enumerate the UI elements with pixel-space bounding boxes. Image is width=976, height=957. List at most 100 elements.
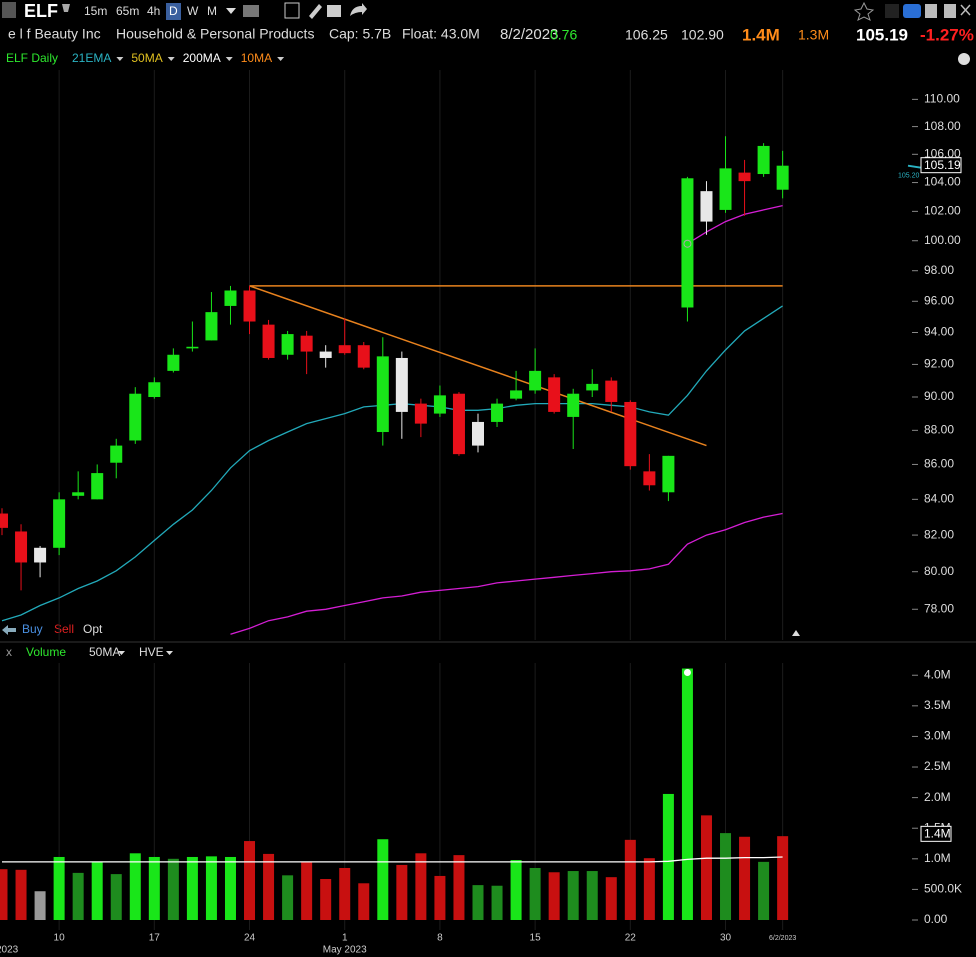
candle-body xyxy=(376,356,389,433)
volume-bar xyxy=(529,867,541,920)
y-tick-label: 96.00 xyxy=(924,293,954,307)
y-tick-label: 82.00 xyxy=(924,527,954,541)
y-tick-label: 4.0M xyxy=(924,667,951,681)
candle-body xyxy=(757,145,770,175)
palette-icon[interactable] xyxy=(958,53,970,65)
volume-bar xyxy=(72,872,84,920)
menu-icon[interactable] xyxy=(2,2,16,18)
timeframe[interactable]: M xyxy=(207,4,217,18)
y-tick-label: 500.0K xyxy=(924,882,962,896)
timeframe[interactable]: D xyxy=(169,4,178,18)
month-label: 2023 xyxy=(0,945,19,956)
sell-button[interactable]: Sell xyxy=(54,622,74,636)
volume-bar xyxy=(377,839,389,920)
volume-bar xyxy=(339,867,351,920)
candle-body xyxy=(319,351,332,358)
company: e l f Beauty Inc xyxy=(8,26,101,42)
dropdown[interactable] xyxy=(118,651,125,655)
industry: Household & Personal Products xyxy=(116,26,314,42)
indicator-line xyxy=(687,204,783,245)
icon[interactable] xyxy=(350,3,367,16)
indicator-legend[interactable]: 21EMA xyxy=(72,51,111,65)
indicator-legend[interactable]: 50MA xyxy=(131,51,162,65)
timeframe[interactable]: 4h xyxy=(147,4,160,18)
candle-body xyxy=(700,191,713,222)
candle-body xyxy=(53,499,66,548)
volume-title: Volume xyxy=(26,645,66,659)
price-pointer xyxy=(907,164,922,169)
small-price-label: 105.20 xyxy=(898,172,920,179)
y-tick-label: 1.0M xyxy=(924,851,951,865)
indicator[interactable]: 50MA xyxy=(89,645,120,659)
opt-button[interactable]: Opt xyxy=(83,622,103,636)
price-box xyxy=(920,157,962,174)
close-pane[interactable]: x xyxy=(6,645,12,659)
dropdown xyxy=(167,57,175,61)
volume-bar xyxy=(624,839,636,920)
chart-title: ELF Daily xyxy=(6,51,58,65)
x-tick-label: 10 xyxy=(54,933,66,944)
candle-body xyxy=(243,290,256,322)
volume-bar xyxy=(110,874,122,920)
y-tick-label: 104.00 xyxy=(924,175,961,189)
volume-box xyxy=(920,825,952,842)
date: 8/2/2023 xyxy=(500,26,558,43)
symbol[interactable]: ELF xyxy=(24,1,58,21)
float: Float: 43.0M xyxy=(402,26,480,42)
x-tick-label: 30 xyxy=(720,933,732,944)
volume-bar xyxy=(15,869,27,920)
y-tick-label: 84.00 xyxy=(924,492,954,506)
dropdown[interactable] xyxy=(166,651,173,655)
month-label: May 2023 xyxy=(323,945,367,956)
volume-bar xyxy=(53,856,65,920)
icon[interactable] xyxy=(925,4,937,18)
icon[interactable] xyxy=(243,5,259,17)
icon[interactable] xyxy=(327,5,341,17)
volume-bar xyxy=(244,841,256,920)
icon[interactable] xyxy=(309,4,322,19)
y-tick-label: 90.00 xyxy=(924,389,954,403)
icon[interactable] xyxy=(885,4,899,18)
scroll-marker[interactable] xyxy=(792,630,800,636)
close-icon[interactable] xyxy=(960,4,971,16)
volume-bar xyxy=(0,869,8,920)
candle-body xyxy=(605,380,618,402)
trade-icon[interactable] xyxy=(2,625,16,635)
candle-body xyxy=(186,346,199,349)
x-tick-label: 17 xyxy=(149,933,161,944)
y-tick-label: 106.00 xyxy=(924,146,961,160)
candle-body xyxy=(395,357,408,412)
dropdown[interactable] xyxy=(226,8,236,14)
high: 106.25 xyxy=(625,27,668,43)
indicator-legend[interactable]: 10MA xyxy=(241,51,272,65)
timeframe[interactable]: 15m xyxy=(84,4,107,18)
timeframe[interactable]: W xyxy=(187,4,199,18)
change: 0.76 xyxy=(550,27,577,43)
icon[interactable] xyxy=(903,4,921,18)
candle-body xyxy=(338,345,351,354)
volume-bar xyxy=(643,858,655,920)
buy-button[interactable]: Buy xyxy=(22,622,43,636)
y-tick-label: 80.00 xyxy=(924,564,954,578)
x-tick-label: 1 xyxy=(342,933,348,944)
volume-bar xyxy=(700,815,712,920)
anchor-dot xyxy=(683,239,692,248)
volume-bar xyxy=(148,856,160,920)
indicator[interactable]: HVE xyxy=(139,645,164,659)
indicator-legend[interactable]: 200MA xyxy=(183,51,221,65)
candle-body xyxy=(529,370,542,391)
volume-bar xyxy=(224,856,236,920)
icon[interactable] xyxy=(944,4,956,18)
icon[interactable] xyxy=(853,1,875,21)
timeframe[interactable]: 65m xyxy=(116,4,139,18)
icon[interactable] xyxy=(284,2,300,19)
x-tick-label: 8 xyxy=(437,933,443,944)
candle-body xyxy=(472,421,484,446)
y-tick-label: 94.00 xyxy=(924,325,954,339)
icon[interactable] xyxy=(62,4,70,12)
candle-body xyxy=(548,377,561,412)
candle-body xyxy=(167,354,180,371)
candle-body xyxy=(452,393,465,455)
